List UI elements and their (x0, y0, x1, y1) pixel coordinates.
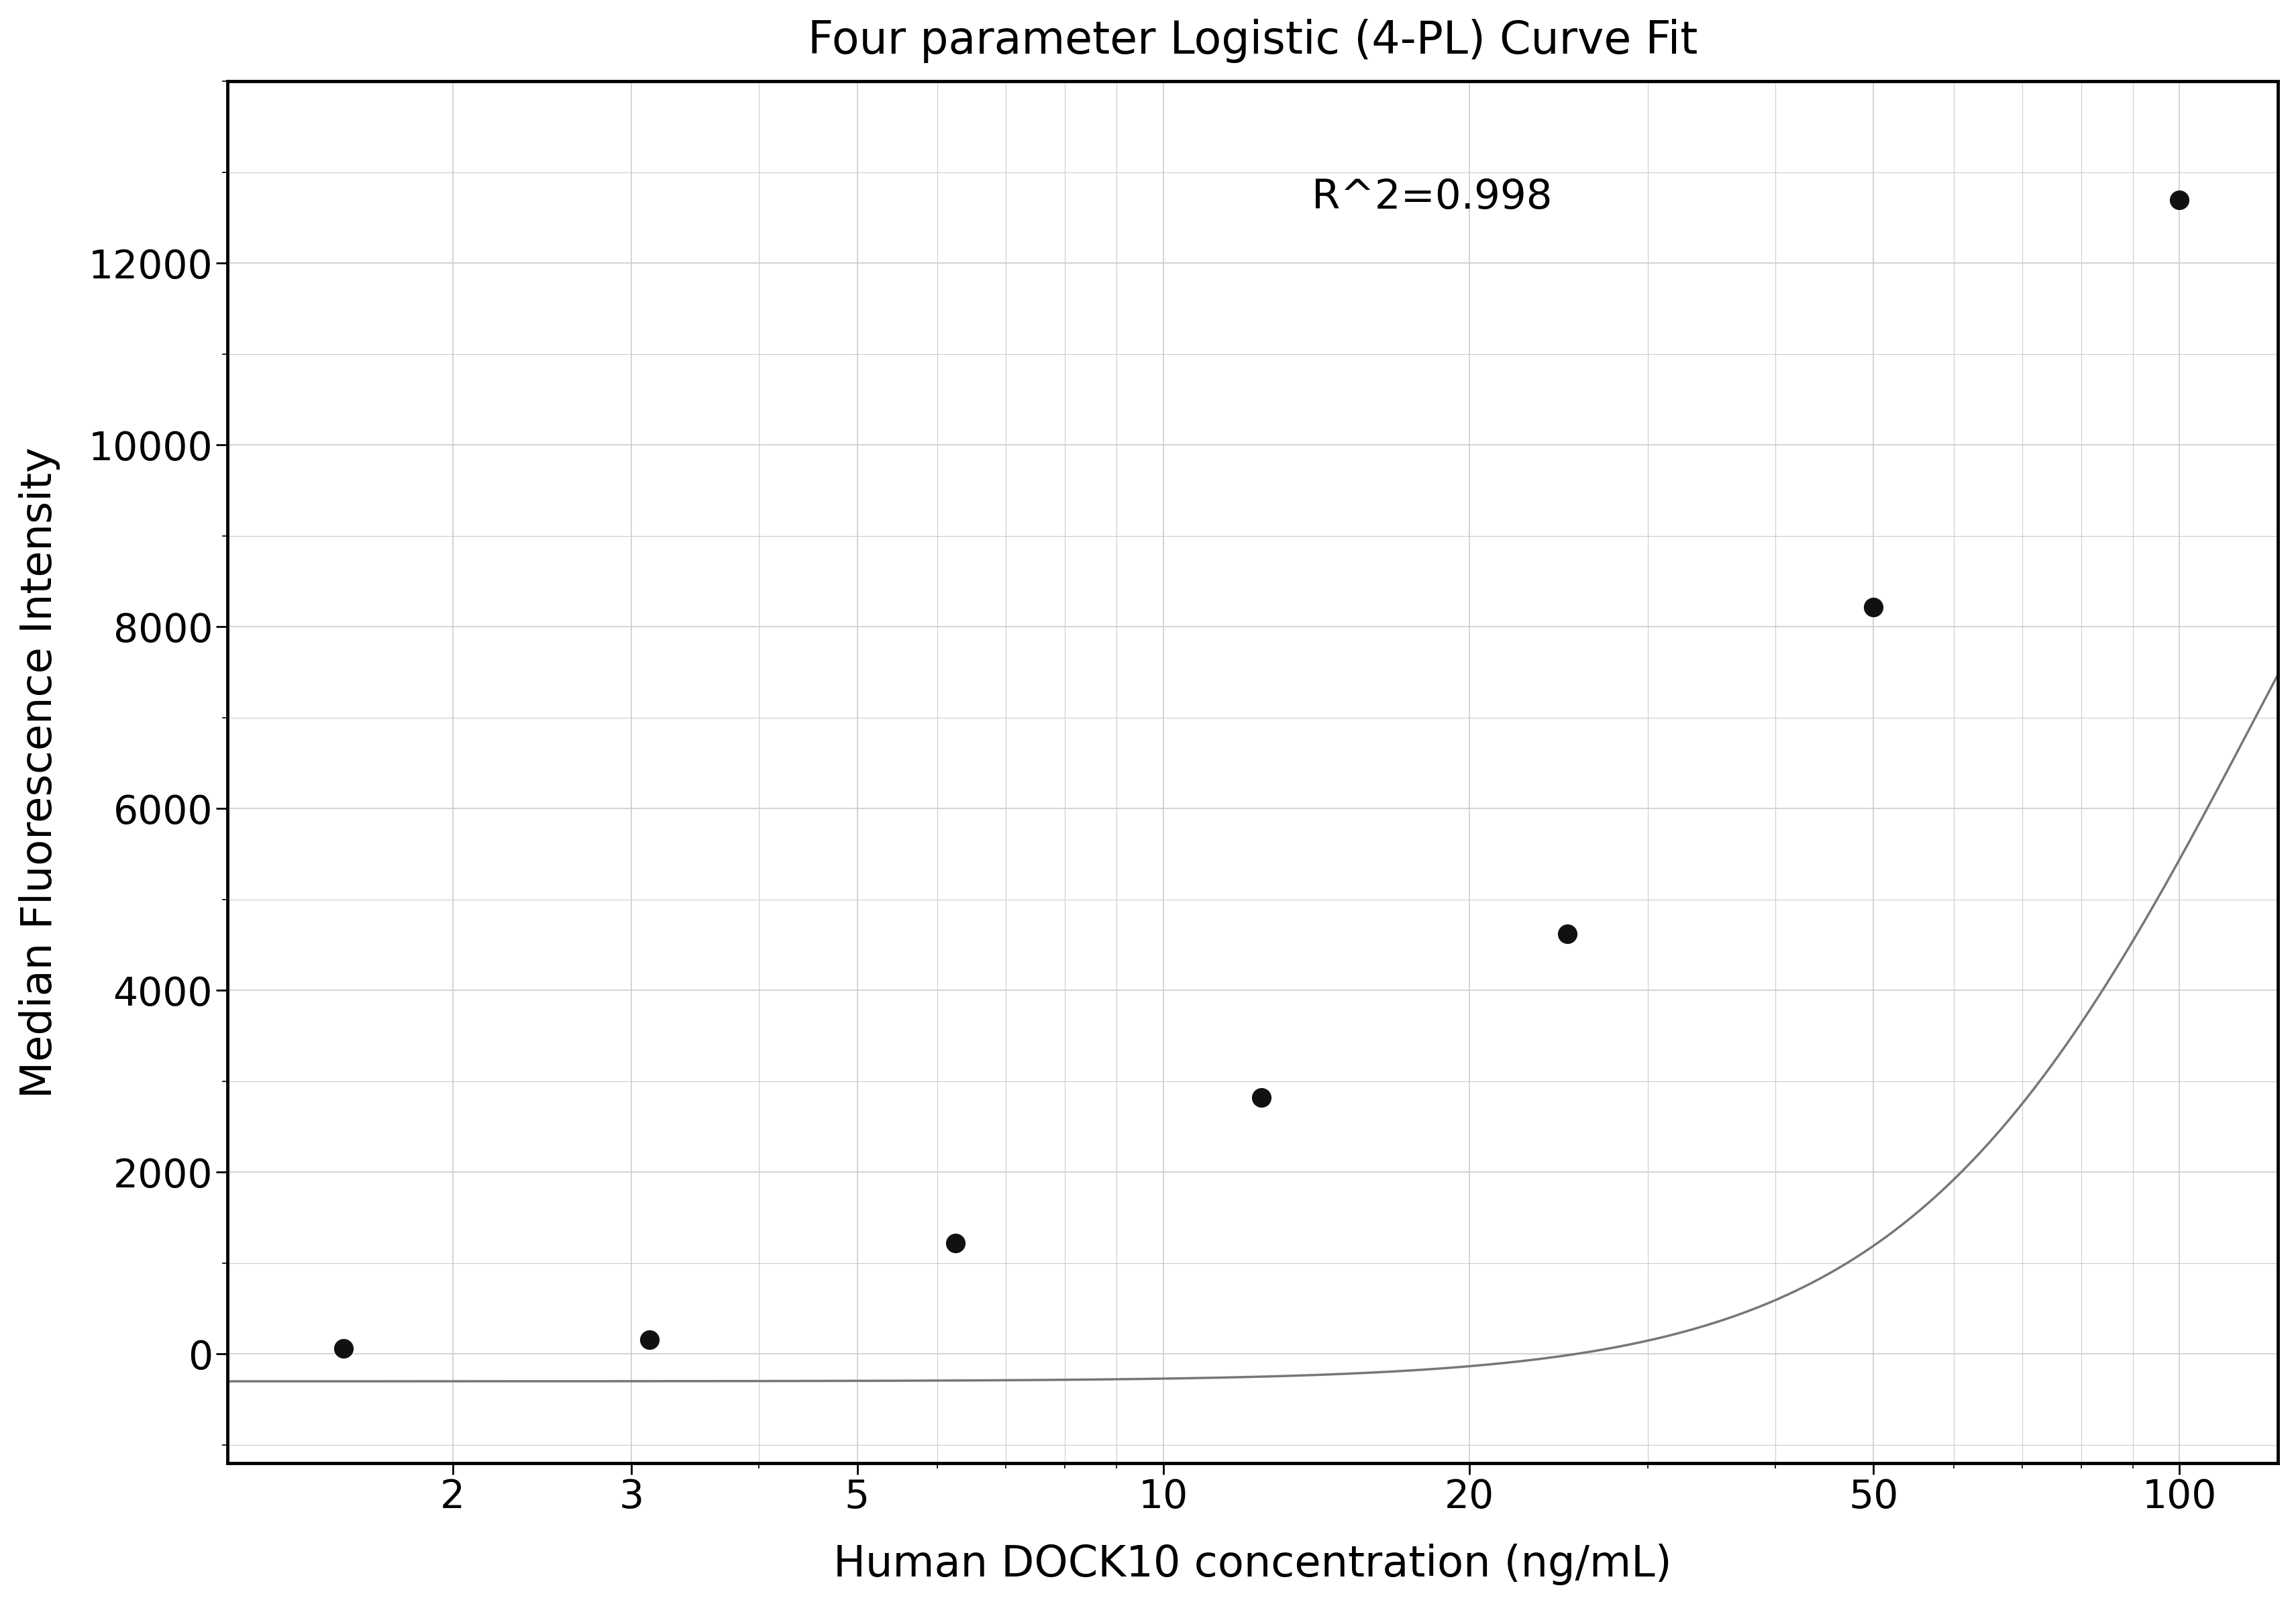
Point (631, 1327, 668, 1352)
Point (2161, 186, 2197, 212)
X-axis label: Human DOCK10 concentration (ng/mL): Human DOCK10 concentration (ng/mL) (833, 1543, 1671, 1585)
Point (1242, 1084, 1279, 1110)
Point (937, 1230, 974, 1256)
Y-axis label: Median Fluorescence Intensity: Median Fluorescence Intensity (18, 446, 60, 1097)
Title: Four parameter Logistic (4-PL) Curve Fit: Four parameter Logistic (4-PL) Curve Fit (808, 19, 1697, 63)
Point (326, 1336, 363, 1362)
Text: R^2=0.998: R^2=0.998 (1311, 178, 1552, 218)
Point (1550, 921, 1587, 946)
Point (1855, 593, 1892, 619)
